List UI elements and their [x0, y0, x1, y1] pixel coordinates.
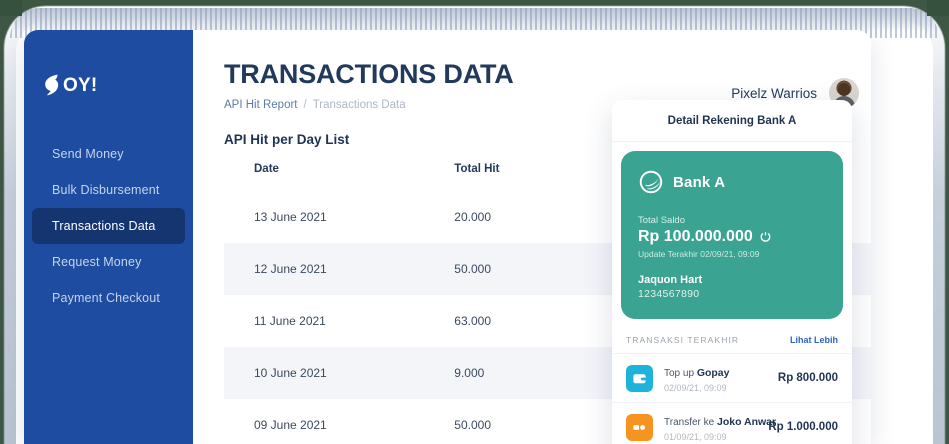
account-number: 1234567890: [638, 288, 700, 300]
brand-text: OY!: [63, 74, 98, 96]
sidebar-item-bulk-disbursement[interactable]: Bulk Disbursement: [52, 183, 160, 197]
see-more-link[interactable]: Lihat Lebih: [790, 335, 838, 345]
transaction-amount: Rp 1.000.000: [768, 421, 838, 433]
corner-artifact-right: [927, 0, 949, 16]
breadcrumb-parent-link[interactable]: API Hit Report: [224, 99, 298, 112]
transaction-time: 01/09/21, 09:09: [664, 432, 727, 442]
transaction-title: Transfer ke Joko Anwar: [664, 416, 777, 428]
list-item[interactable]: Top up Gopay 02/09/21, 09:09 Rp 800.000: [612, 353, 852, 402]
bank-balance-card[interactable]: Bank A Total Saldo Rp 100.000.000 Update…: [621, 151, 843, 319]
cell-date: 12 June 2021: [254, 262, 327, 277]
page-title: TRANSACTIONS DATA: [224, 59, 514, 89]
sidebar-item-payment-checkout[interactable]: Payment Checkout: [52, 291, 161, 305]
balance-updated-text: Update Terakhir 02/09/21, 09:09: [638, 249, 760, 259]
transaction-name: Gopay: [696, 367, 730, 379]
sidebar-item-request-money[interactable]: Request Money: [52, 255, 142, 269]
refresh-icon[interactable]: [759, 231, 772, 244]
list-item[interactable]: Transfer ke Joko Anwar 01/09/21, 09:09 R…: [612, 402, 852, 444]
cell-date: 09 June 2021: [254, 418, 327, 433]
breadcrumb-current: Transactions Data: [312, 99, 406, 112]
cell-total-hit: 50.000: [454, 262, 491, 277]
breadcrumb: API Hit Report / Transactions Data: [224, 99, 871, 111]
cell-total-hit: 9.000: [454, 366, 485, 381]
column-header-total-hit[interactable]: Total Hit: [454, 163, 500, 176]
transaction-amount: Rp 800.000: [777, 372, 838, 384]
cell-date: 13 June 2021: [254, 210, 327, 225]
corner-artifact-left: [0, 0, 22, 16]
cell-total-hit: 20.000: [454, 210, 491, 225]
sidebar: OY! Send Money Bulk Disbursement Transac…: [24, 30, 193, 444]
bank-name: Bank A: [673, 173, 726, 191]
balance-label: Total Saldo: [638, 215, 686, 226]
cell-total-hit: 50.000: [454, 418, 491, 433]
balance-value: Rp 100.000.000: [638, 228, 753, 245]
transfer-icon: [626, 413, 653, 441]
panel-title: Detail Rekening Bank A: [612, 100, 852, 142]
transaction-body: Transfer ke Joko Anwar 01/09/21, 09:09: [664, 412, 776, 442]
sidebar-item-transactions-data[interactable]: Transactions Data: [32, 208, 185, 244]
section-title: API Hit per Day List: [224, 132, 350, 148]
avatar-head: [838, 83, 850, 96]
column-header-date[interactable]: Date: [254, 163, 279, 176]
transaction-title: Top up Gopay: [664, 367, 730, 379]
balance-value-row: Rp 100.000.000: [638, 228, 826, 246]
transaction-time: 02/09/21, 09:09: [664, 383, 727, 393]
transaction-name: Joko Anwar: [716, 416, 777, 428]
bank-identity-row: Bank A: [638, 169, 826, 195]
account-holder-name: Jaquon Hart: [638, 274, 703, 286]
transaction-prefix: Transfer ke: [664, 417, 717, 428]
breadcrumb-separator: /: [303, 99, 307, 112]
oy-leaf-logo-icon: [45, 74, 59, 96]
bank-swirl-logo-icon: [639, 170, 663, 194]
sidebar-nav: Send Money Bulk Disbursement Transaction…: [24, 136, 193, 316]
account-detail-panel: Detail Rekening Bank A Bank A Total Sald…: [612, 100, 852, 444]
sidebar-item-send-money[interactable]: Send Money: [52, 147, 124, 161]
wallet-icon: [626, 364, 653, 392]
transactions-header: TRANSAKSI TERAKHIR Lihat Lebih: [612, 319, 852, 353]
main-content: TRANSACTIONS DATA API Hit Report / Trans…: [193, 30, 871, 444]
user-name: Pixelz Warrios: [731, 85, 817, 101]
transaction-body: Top up Gopay 02/09/21, 09:09: [664, 363, 767, 393]
cell-total-hit: 63.000: [454, 314, 491, 329]
transaction-prefix: Top up: [664, 368, 697, 379]
cell-date: 10 June 2021: [254, 366, 327, 381]
transactions-heading: TRANSAKSI TERAKHIR: [626, 335, 740, 345]
brand-logo[interactable]: OY!: [43, 70, 193, 100]
cell-date: 11 June 2021: [254, 314, 326, 329]
app-window: OY! Send Money Bulk Disbursement Transac…: [24, 30, 871, 444]
